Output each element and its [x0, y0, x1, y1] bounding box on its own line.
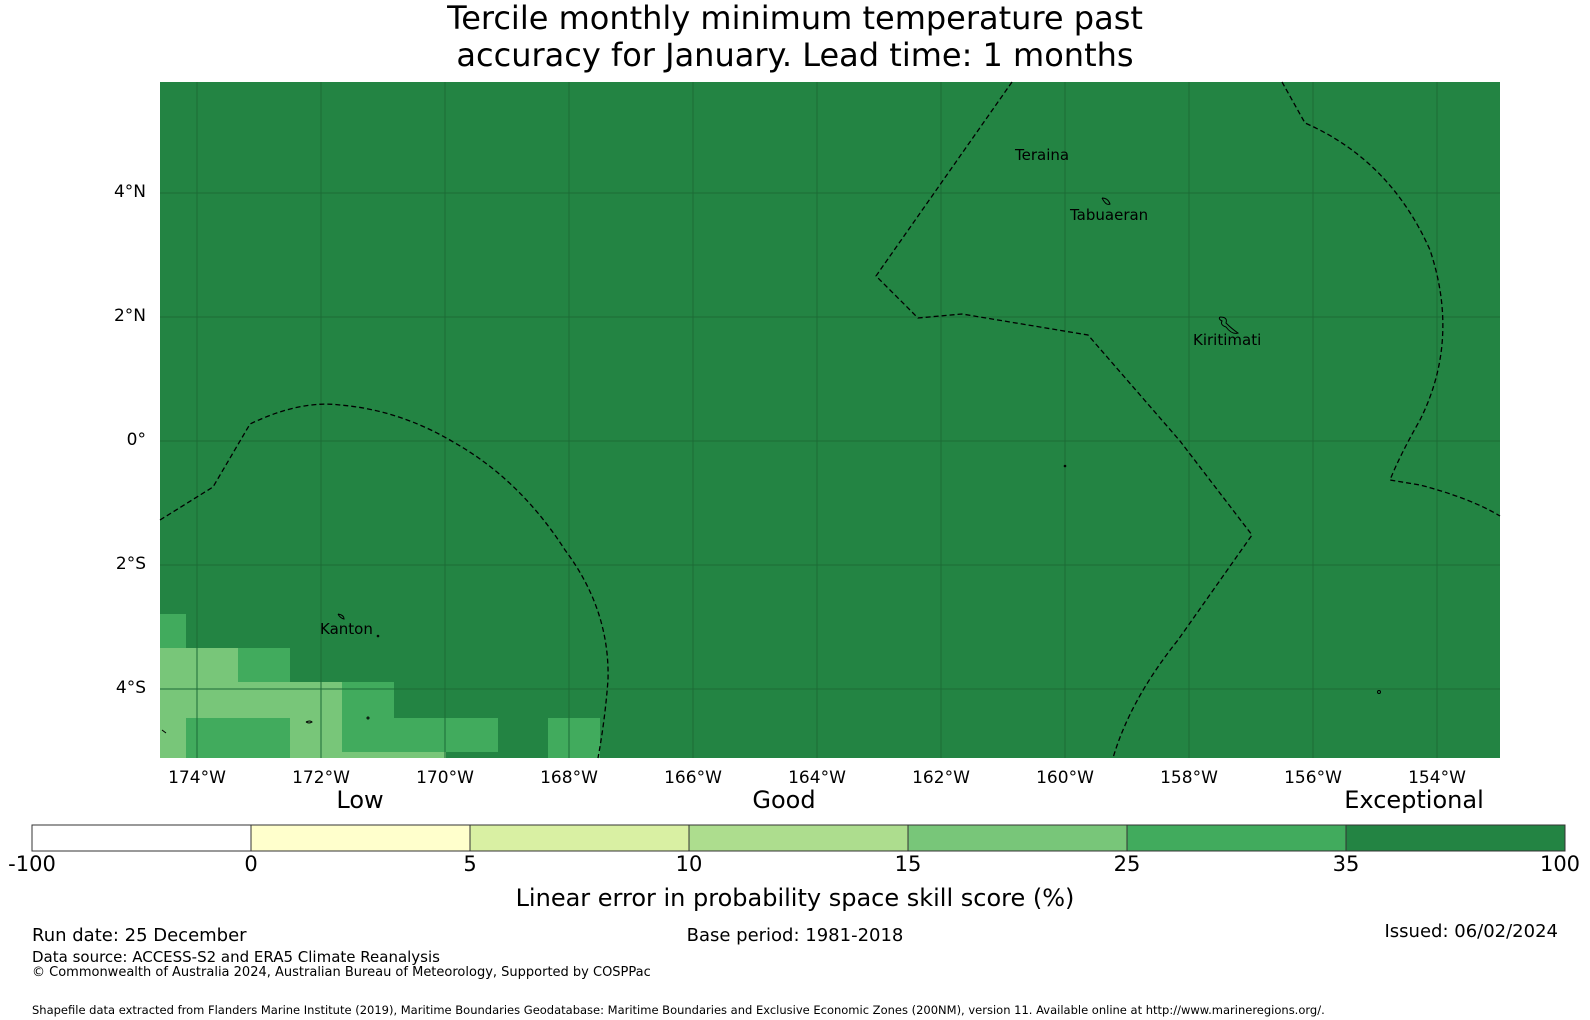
lat-label: 2°N [113, 306, 146, 326]
colorbar-segment [1127, 825, 1346, 851]
skill-cells [160, 614, 600, 758]
colorbar-tick: 35 [1332, 852, 1360, 876]
skill-cell [548, 718, 600, 758]
island-small [376, 634, 380, 638]
colorbar-segment [908, 825, 1127, 851]
colorbar-segment [689, 825, 908, 851]
colorbar-tick: 5 [463, 852, 477, 876]
issued-date: Issued: 06/02/2024 [1384, 921, 1558, 942]
place-label-kiritimati: Kiritimati [1193, 331, 1261, 349]
place-label-tabuaeran: Tabuaeran [1069, 206, 1148, 224]
skill-cell [342, 718, 498, 752]
lon-label: 174°W [168, 768, 226, 788]
base-period: Base period: 1981-2018 [686, 925, 904, 946]
colorbar-category-low: Low [336, 786, 384, 814]
colorbar-frame [31, 824, 1566, 852]
lon-label: 170°W [416, 768, 474, 788]
skill-cell [342, 752, 446, 758]
colorbar-segment [470, 825, 689, 851]
lat-label: 4°N [113, 182, 146, 202]
colorbar-tick: 100 [1539, 852, 1581, 876]
place-label-teraina: Teraina [1014, 146, 1069, 164]
island-kanton [337, 613, 345, 620]
island-small [1063, 464, 1067, 468]
colorbar-tick: 25 [1113, 852, 1141, 876]
eez-boundary-line-north [875, 81, 1253, 759]
eez-boundary-line-south [1281, 81, 1501, 517]
colorbar-tick: 0 [244, 852, 258, 876]
colorbar-category-good: Good [752, 786, 816, 814]
skill-cell [186, 718, 290, 758]
colorbar-tick: 15 [894, 852, 922, 876]
map-area [160, 82, 1500, 758]
lon-label: 162°W [912, 768, 970, 788]
maritime-boundaries [159, 81, 1501, 759]
place-labels: Teraina Tabuaeran Kiritimati Kanton [320, 146, 1261, 638]
lon-label: 156°W [1284, 768, 1342, 788]
lat-label: 4°S [115, 678, 146, 698]
island-kiritimati [1218, 316, 1240, 334]
island-outlines [161, 197, 1381, 734]
lon-label: 164°W [788, 768, 846, 788]
lon-label: 166°W [664, 768, 722, 788]
island-small [366, 716, 370, 720]
eez-boundary-phoenix [159, 403, 609, 759]
run-date: Run date: 25 December [32, 925, 247, 946]
lon-label: 172°W [292, 768, 350, 788]
data-source: Data source: ACCESS-S2 and ERA5 Climate … [32, 948, 440, 966]
colorbar [31, 824, 1566, 852]
colorbar-segment [1346, 825, 1565, 851]
place-label-kanton: Kanton [320, 620, 373, 638]
lat-label: 0° [126, 430, 146, 450]
map-title-line-1: Tercile monthly minimum temperature past [447, 0, 1143, 37]
colorbar-tick: -100 [8, 852, 56, 876]
colorbar-tick: 10 [675, 852, 703, 876]
map-title-line-2: accuracy for January. Lead time: 1 month… [456, 36, 1134, 74]
colorbar-segment [32, 825, 251, 851]
colorbar-segment [251, 825, 470, 851]
island-small [161, 729, 167, 734]
skill-cell [342, 682, 394, 718]
lon-label: 154°W [1408, 768, 1466, 788]
island-tabuaeran [1101, 197, 1111, 205]
lon-label: 168°W [540, 768, 598, 788]
skill-cell [238, 648, 290, 682]
island-small [305, 720, 313, 724]
colorbar-category-exceptional: Exceptional [1344, 786, 1484, 814]
gridlines [160, 82, 1500, 758]
shapefile-credit: Shapefile data extracted from Flanders M… [32, 1003, 1325, 1017]
island-small [1377, 690, 1381, 694]
lon-label: 160°W [1036, 768, 1094, 788]
lat-label: 2°S [115, 554, 146, 574]
copyright: © Commonwealth of Australia 2024, Austra… [32, 965, 651, 980]
colorbar-label: Linear error in probability space skill … [515, 884, 1075, 912]
lon-label: 158°W [1160, 768, 1218, 788]
